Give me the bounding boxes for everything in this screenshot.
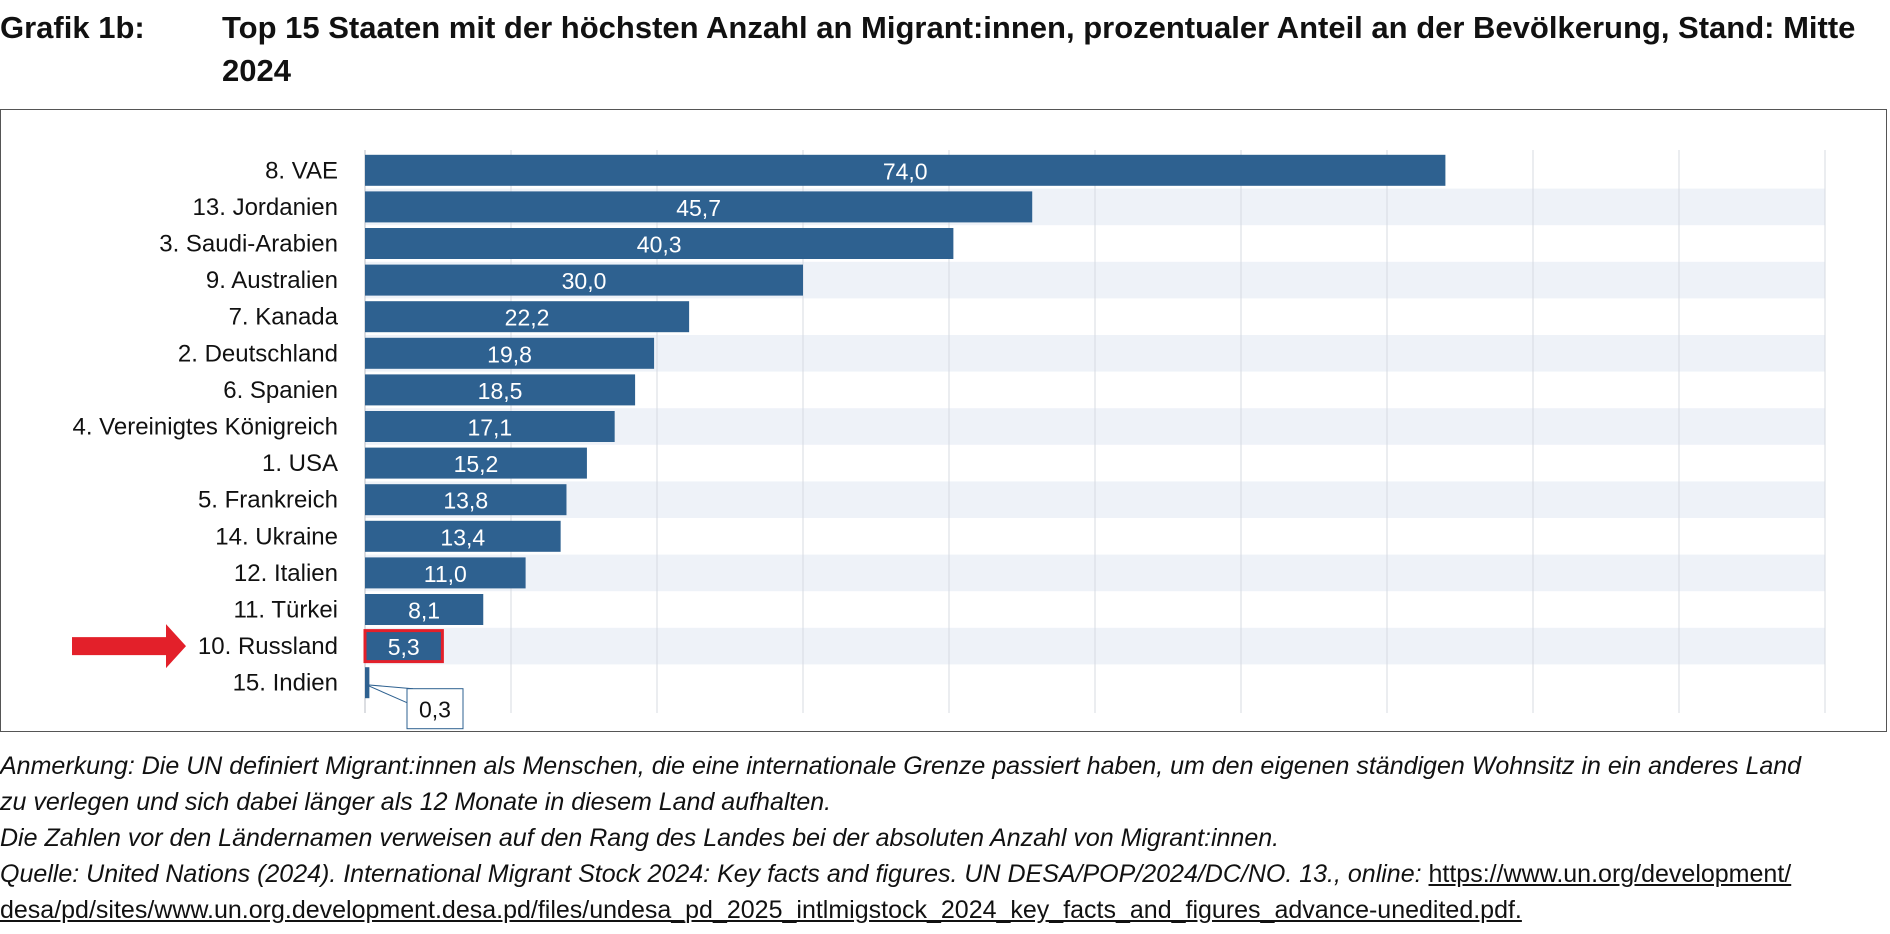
bar-highlighted [363,629,444,664]
note-line-1: Anmerkung: Die UN definiert Migrant:inne… [0,752,1802,780]
bar [365,154,1446,186]
highlight-arrow-icon [72,624,186,669]
bar [365,337,655,369]
bar [365,557,526,589]
source-link-part-2[interactable]: desa/pd/sites/www.un.org.development.des… [0,896,1522,924]
chart-title: Top 15 Staaten mit der höchsten Anzahl a… [222,10,1856,88]
data-label: 30,0 [562,268,607,294]
bar [365,594,484,625]
category-label: 4. Vereinigtes Königreich [73,414,339,441]
bar [365,447,587,479]
data-label: 74,0 [883,158,928,184]
data-label: 45,7 [676,195,721,221]
category-label: 1. USA [262,450,338,477]
data-label: 13,8 [443,488,488,514]
callout-box [406,688,464,730]
data-label: 15,2 [454,451,499,477]
bar [365,411,615,442]
category-label: 10. Russland [198,633,338,660]
category-label: 13. Jordanien [193,194,338,221]
data-label: 19,8 [487,341,532,367]
category-label: 8. VAE [265,157,338,184]
category-label: 7. Kanada [229,304,339,331]
bar [365,667,370,699]
category-label: 3. Saudi-Arabien [159,231,338,258]
note-line-2: zu verlegen und sich dabei länger als 12… [0,788,832,816]
category-label: 12. Italien [234,560,338,587]
data-label: 11,0 [424,561,467,587]
bar [365,374,636,406]
data-label: 40,3 [637,232,682,258]
data-label: 0,3 [419,697,451,723]
category-label: 9. Australien [206,267,338,294]
bar [365,191,1033,223]
chart-frame: 8. VAE 74,0 13. Jordanien 45,7 3. Saudi-Arab… [0,109,1887,732]
data-label: 18,5 [478,378,523,404]
source-line: Quelle: United Nations (2024). Internati… [0,856,1890,892]
data-label: 22,2 [505,305,550,331]
footnotes: Anmerkung: Die UN definiert Migrant:inne… [0,748,1890,928]
category-label: 6. Spanien [223,377,338,404]
bar [365,301,690,333]
bar-chart: 8. VAE 74,0 13. Jordanien 45,7 3. Saudi-Arab… [72,150,1826,730]
bar [365,484,567,516]
figure-number: Grafik 1b: [0,10,145,45]
note-line-3: Die Zahlen vor den Ländernamen verweisen… [0,824,1280,852]
source-text: Quelle: United Nations (2024). Internati… [0,860,1429,888]
data-label: 5,3 [388,634,420,660]
data-label: 17,1 [467,415,512,441]
source-line-2: desa/pd/sites/www.un.org.development.des… [0,892,1890,928]
source-link-part-1[interactable]: https://www.un.org/development/ [1428,860,1792,888]
category-label: 14. Ukraine [215,523,338,550]
bar [365,228,954,259]
category-label: 2. Deutschland [178,340,338,367]
bar [365,520,561,552]
category-label: 11. Türkei [234,597,339,624]
bar [365,264,803,296]
data-label: 8,1 [408,598,440,624]
callout-leader [365,684,414,704]
category-label: 5. Frankreich [198,487,338,514]
category-label: 15. Indien [233,670,338,697]
data-label: 13,4 [440,524,485,550]
